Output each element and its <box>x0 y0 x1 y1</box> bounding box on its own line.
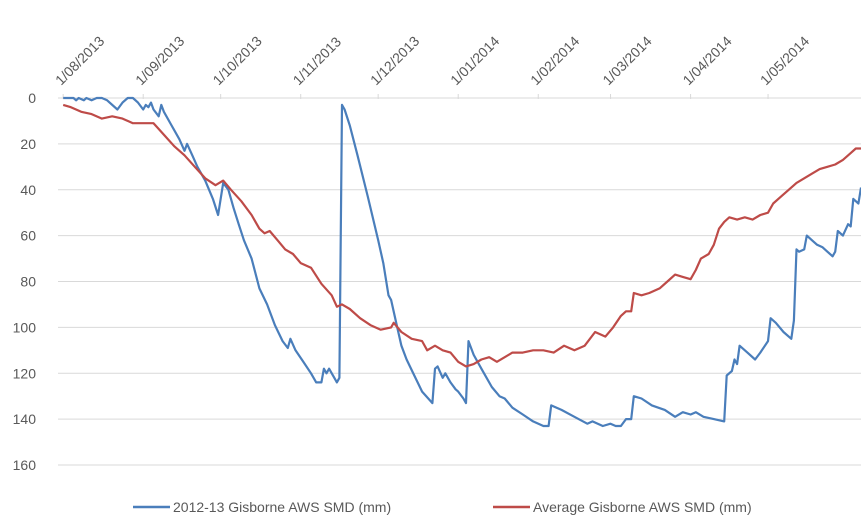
legend-label: Average Gisborne AWS SMD (mm) <box>533 499 752 515</box>
x-tick-label: 1/09/2013 <box>132 33 188 89</box>
y-tick-label: 120 <box>13 365 37 381</box>
y-tick-label: 160 <box>13 457 37 473</box>
series-line <box>62 103 861 368</box>
x-tick-label: 1/04/2014 <box>679 33 735 89</box>
legend: 2012-13 Gisborne AWS SMD (mm) Average Gis… <box>133 499 752 515</box>
y-tick-label: 0 <box>28 90 36 106</box>
gridlines <box>58 97 861 466</box>
x-tick-label: 1/08/2013 <box>52 33 108 89</box>
series-lines <box>62 96 861 428</box>
legend-label: 2012-13 Gisborne AWS SMD (mm) <box>173 499 391 515</box>
x-tick-label: 1/12/2013 <box>367 33 423 89</box>
y-tick-label: 60 <box>20 228 36 244</box>
x-tick-label: 1/01/2014 <box>447 33 503 89</box>
y-tick-label: 140 <box>13 411 37 427</box>
x-tick-label: 1/10/2013 <box>209 33 265 89</box>
x-tick-label: 1/02/2014 <box>527 33 583 89</box>
y-tick-label: 20 <box>20 136 36 152</box>
x-tick-label: 1/11/2013 <box>290 33 345 88</box>
y-tick-label: 40 <box>20 182 36 198</box>
series-line <box>63 96 861 428</box>
y-axis-tick-labels: 0 20 40 60 80 100 120 140 160 <box>13 90 37 473</box>
y-tick-label: 80 <box>20 274 36 290</box>
y-tick-label: 100 <box>13 319 37 335</box>
x-tick-label: 1/05/2014 <box>757 33 813 89</box>
x-tick-label: 1/03/2014 <box>599 33 655 89</box>
x-axis-tick-labels: 1/08/2013 1/09/2013 1/10/2013 1/11/2013 1/12… <box>52 33 812 99</box>
